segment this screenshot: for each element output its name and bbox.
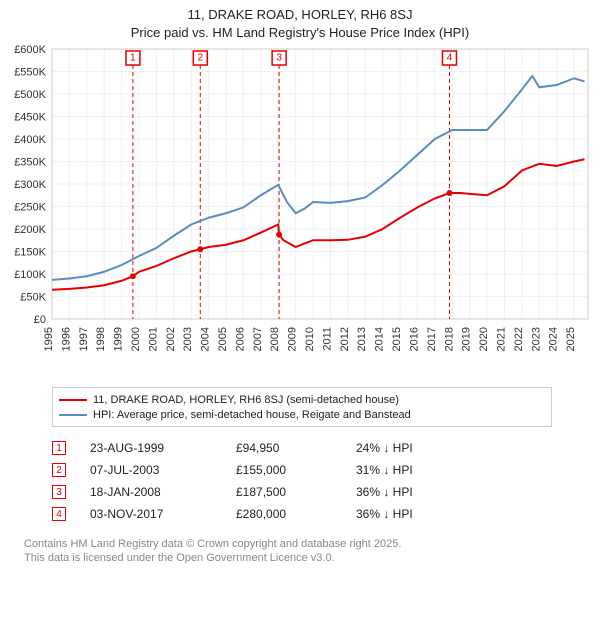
sale-row-diff: 36% ↓ HPI	[356, 485, 476, 499]
legend-item: HPI: Average price, semi-detached house,…	[59, 407, 545, 422]
sale-dot	[130, 273, 136, 279]
x-tick-label: 2018	[443, 327, 455, 351]
sale-marker-number: 4	[447, 53, 453, 64]
legend-label: HPI: Average price, semi-detached house,…	[93, 409, 411, 421]
sale-row: 123-AUG-1999£94,95024% ↓ HPI	[52, 437, 600, 459]
y-tick-label: £100K	[14, 269, 46, 281]
x-tick-label: 2022	[513, 327, 525, 351]
y-tick-label: £350K	[14, 157, 46, 169]
price-chart: £0 £50K £100K £150K £200K £250K £300K £350K £400…	[0, 41, 600, 381]
y-tick-label: £0	[34, 314, 46, 326]
sale-row-date: 23-AUG-1999	[66, 441, 236, 455]
x-tick-label: 2023	[530, 327, 542, 351]
x-tick-label: 2021	[495, 327, 507, 351]
y-tick-label: £400K	[14, 134, 46, 146]
x-tick-label: 2006	[234, 327, 246, 351]
legend-swatch	[59, 414, 87, 416]
sale-row-date: 07-JUL-2003	[66, 463, 236, 477]
sale-row-marker: 4	[52, 507, 66, 521]
sale-row-marker: 3	[52, 485, 66, 499]
x-tick-label: 2025	[565, 327, 577, 351]
sale-table: 123-AUG-1999£94,95024% ↓ HPI207-JUL-2003…	[52, 437, 600, 525]
x-tick-label: 2020	[478, 327, 490, 351]
sale-dot	[446, 190, 452, 196]
sale-dot	[276, 232, 282, 238]
x-tick-label: 2001	[147, 327, 159, 351]
x-tick-label: 2016	[408, 327, 420, 351]
x-tick-label: 2000	[130, 327, 142, 351]
sale-row-price: £187,500	[236, 485, 356, 499]
sale-row-date: 03-NOV-2017	[66, 507, 236, 521]
sale-row: 318-JAN-2008£187,50036% ↓ HPI	[52, 481, 600, 503]
sale-row-price: £155,000	[236, 463, 356, 477]
footer-line1: Contains HM Land Registry data © Crown c…	[24, 537, 600, 551]
chart-title: 11, DRAKE ROAD, HORLEY, RH6 8SJ Price pa…	[0, 0, 600, 41]
y-tick-label: £200K	[14, 224, 46, 236]
sale-row-diff: 24% ↓ HPI	[356, 441, 476, 455]
legend-swatch	[59, 399, 87, 401]
attribution-footer: Contains HM Land Registry data © Crown c…	[24, 537, 600, 566]
x-tick-label: 2015	[391, 327, 403, 351]
x-tick-label: 1996	[60, 327, 72, 351]
sale-row-marker: 2	[52, 463, 66, 477]
x-tick-label: 2005	[217, 327, 229, 351]
legend-label: 11, DRAKE ROAD, HORLEY, RH6 8SJ (semi-de…	[93, 394, 399, 406]
sale-row: 207-JUL-2003£155,00031% ↓ HPI	[52, 459, 600, 481]
x-tick-label: 2007	[252, 327, 264, 351]
x-tick-label: 2024	[548, 327, 560, 351]
x-tick-label: 2004	[200, 327, 212, 351]
sale-row-price: £280,000	[236, 507, 356, 521]
sale-row-date: 18-JAN-2008	[66, 485, 236, 499]
x-tick-label: 2012	[339, 327, 351, 351]
title-subtitle: Price paid vs. HM Land Registry's House …	[0, 24, 600, 42]
x-tick-label: 1999	[113, 327, 125, 351]
x-tick-label: 2019	[461, 327, 473, 351]
x-tick-label: 2002	[165, 327, 177, 351]
legend: 11, DRAKE ROAD, HORLEY, RH6 8SJ (semi-de…	[52, 387, 552, 427]
y-tick-label: £550K	[14, 67, 46, 79]
y-tick-label: £600K	[14, 44, 46, 56]
x-tick-label: 2009	[287, 327, 299, 351]
sale-row: 403-NOV-2017£280,00036% ↓ HPI	[52, 503, 600, 525]
y-tick-label: £500K	[14, 89, 46, 101]
x-tick-label: 2010	[304, 327, 316, 351]
sale-row-diff: 36% ↓ HPI	[356, 507, 476, 521]
sale-row-marker: 1	[52, 441, 66, 455]
x-tick-label: 2014	[374, 327, 386, 351]
legend-item: 11, DRAKE ROAD, HORLEY, RH6 8SJ (semi-de…	[59, 392, 545, 407]
x-tick-label: 2013	[356, 327, 368, 351]
sale-marker-number: 3	[276, 53, 282, 64]
x-tick-label: 1995	[43, 327, 55, 351]
x-tick-label: 1998	[95, 327, 107, 351]
x-tick-label: 2008	[269, 327, 281, 351]
sale-marker-number: 1	[130, 53, 136, 64]
y-tick-label: £450K	[14, 112, 46, 124]
x-tick-label: 2003	[182, 327, 194, 351]
x-tick-label: 1997	[78, 327, 90, 351]
sale-row-price: £94,950	[236, 441, 356, 455]
y-tick-label: £50K	[20, 292, 46, 304]
sale-marker-number: 2	[197, 53, 203, 64]
x-tick-label: 2011	[321, 327, 333, 351]
x-tick-label: 2017	[426, 327, 438, 351]
footer-line2: This data is licensed under the Open Gov…	[24, 551, 600, 565]
title-address: 11, DRAKE ROAD, HORLEY, RH6 8SJ	[0, 6, 600, 24]
y-tick-label: £150K	[14, 247, 46, 259]
sale-row-diff: 31% ↓ HPI	[356, 463, 476, 477]
y-tick-label: £250K	[14, 202, 46, 214]
sale-dot	[197, 246, 203, 252]
y-tick-label: £300K	[14, 179, 46, 191]
